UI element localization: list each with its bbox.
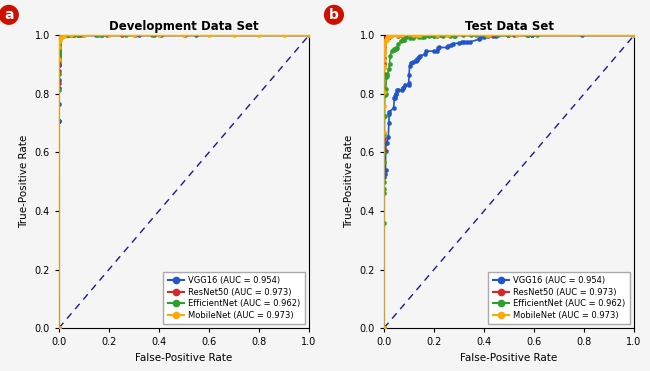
Title: Test Data Set: Test Data Set — [465, 20, 554, 33]
Text: a: a — [4, 8, 14, 22]
Y-axis label: True-Positive Rate: True-Positive Rate — [19, 135, 29, 228]
Y-axis label: True-Positive Rate: True-Positive Rate — [344, 135, 354, 228]
Legend: VGG16 (AUC = 0.954), ResNet50 (AUC = 0.973), EfficientNet (AUC = 0.962), MobileN: VGG16 (AUC = 0.954), ResNet50 (AUC = 0.9… — [488, 272, 630, 324]
Title: Development Data Set: Development Data Set — [109, 20, 259, 33]
X-axis label: False-Positive Rate: False-Positive Rate — [460, 353, 558, 363]
Legend: VGG16 (AUC = 0.954), ResNet50 (AUC = 0.973), EfficientNet (AUC = 0.962), MobileN: VGG16 (AUC = 0.954), ResNet50 (AUC = 0.9… — [163, 272, 305, 324]
X-axis label: False-Positive Rate: False-Positive Rate — [135, 353, 233, 363]
Text: b: b — [329, 8, 339, 22]
